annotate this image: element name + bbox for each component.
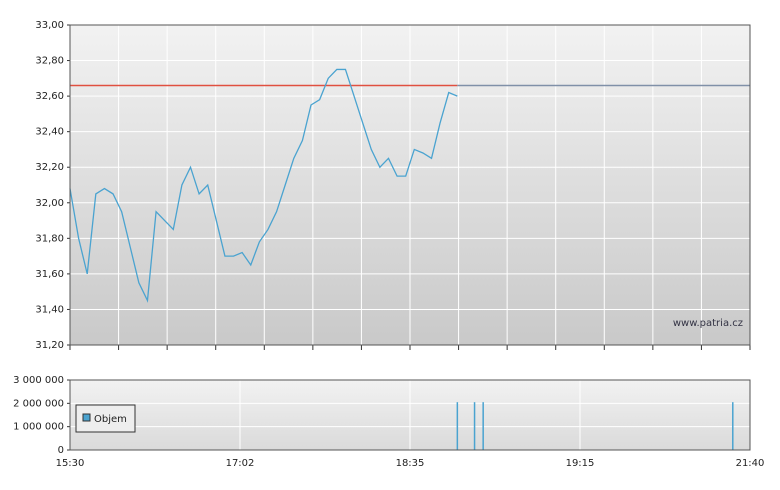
y-tick-label: 33,00 [35, 20, 64, 31]
x-tick-label: 15:30 [56, 458, 85, 469]
y-tick-label: 31,60 [35, 269, 64, 280]
volume-bar [473, 402, 476, 450]
y-tick-label: 3 000 000 [13, 375, 64, 386]
vertical-grid [69, 25, 751, 345]
x-tick-label: 21:40 [736, 458, 765, 469]
price-line [69, 68, 458, 303]
y-tick-label: 32,80 [35, 56, 64, 67]
volume-bar [456, 402, 459, 450]
y-tick-label: 31,40 [35, 304, 64, 315]
y-tick-label: 32,20 [35, 162, 64, 173]
x-tick-label: 18:35 [396, 458, 425, 469]
x-tick-label: 17:02 [226, 458, 255, 469]
legend-label: Objem [94, 414, 127, 425]
y-tick-label: 31,20 [35, 340, 64, 351]
volume-bar [482, 402, 484, 450]
y-tick-label: 1 000 000 [13, 422, 64, 433]
legend-swatch [82, 413, 91, 422]
y-tick-label: 0 [58, 445, 64, 456]
y-tick-label: 2 000 000 [13, 398, 64, 409]
y-tick-label: 31,80 [35, 233, 64, 244]
x-tick-label: 19:15 [566, 458, 595, 469]
y-tick-label: 32,40 [35, 127, 64, 138]
watermark: www.patria.cz [673, 318, 743, 329]
y-tick-label: 32,00 [35, 198, 64, 209]
plot-frame [69, 24, 751, 346]
y-tick-label: 32,60 [35, 91, 64, 102]
plot-frame [69, 379, 751, 451]
volume-bar [732, 402, 734, 450]
